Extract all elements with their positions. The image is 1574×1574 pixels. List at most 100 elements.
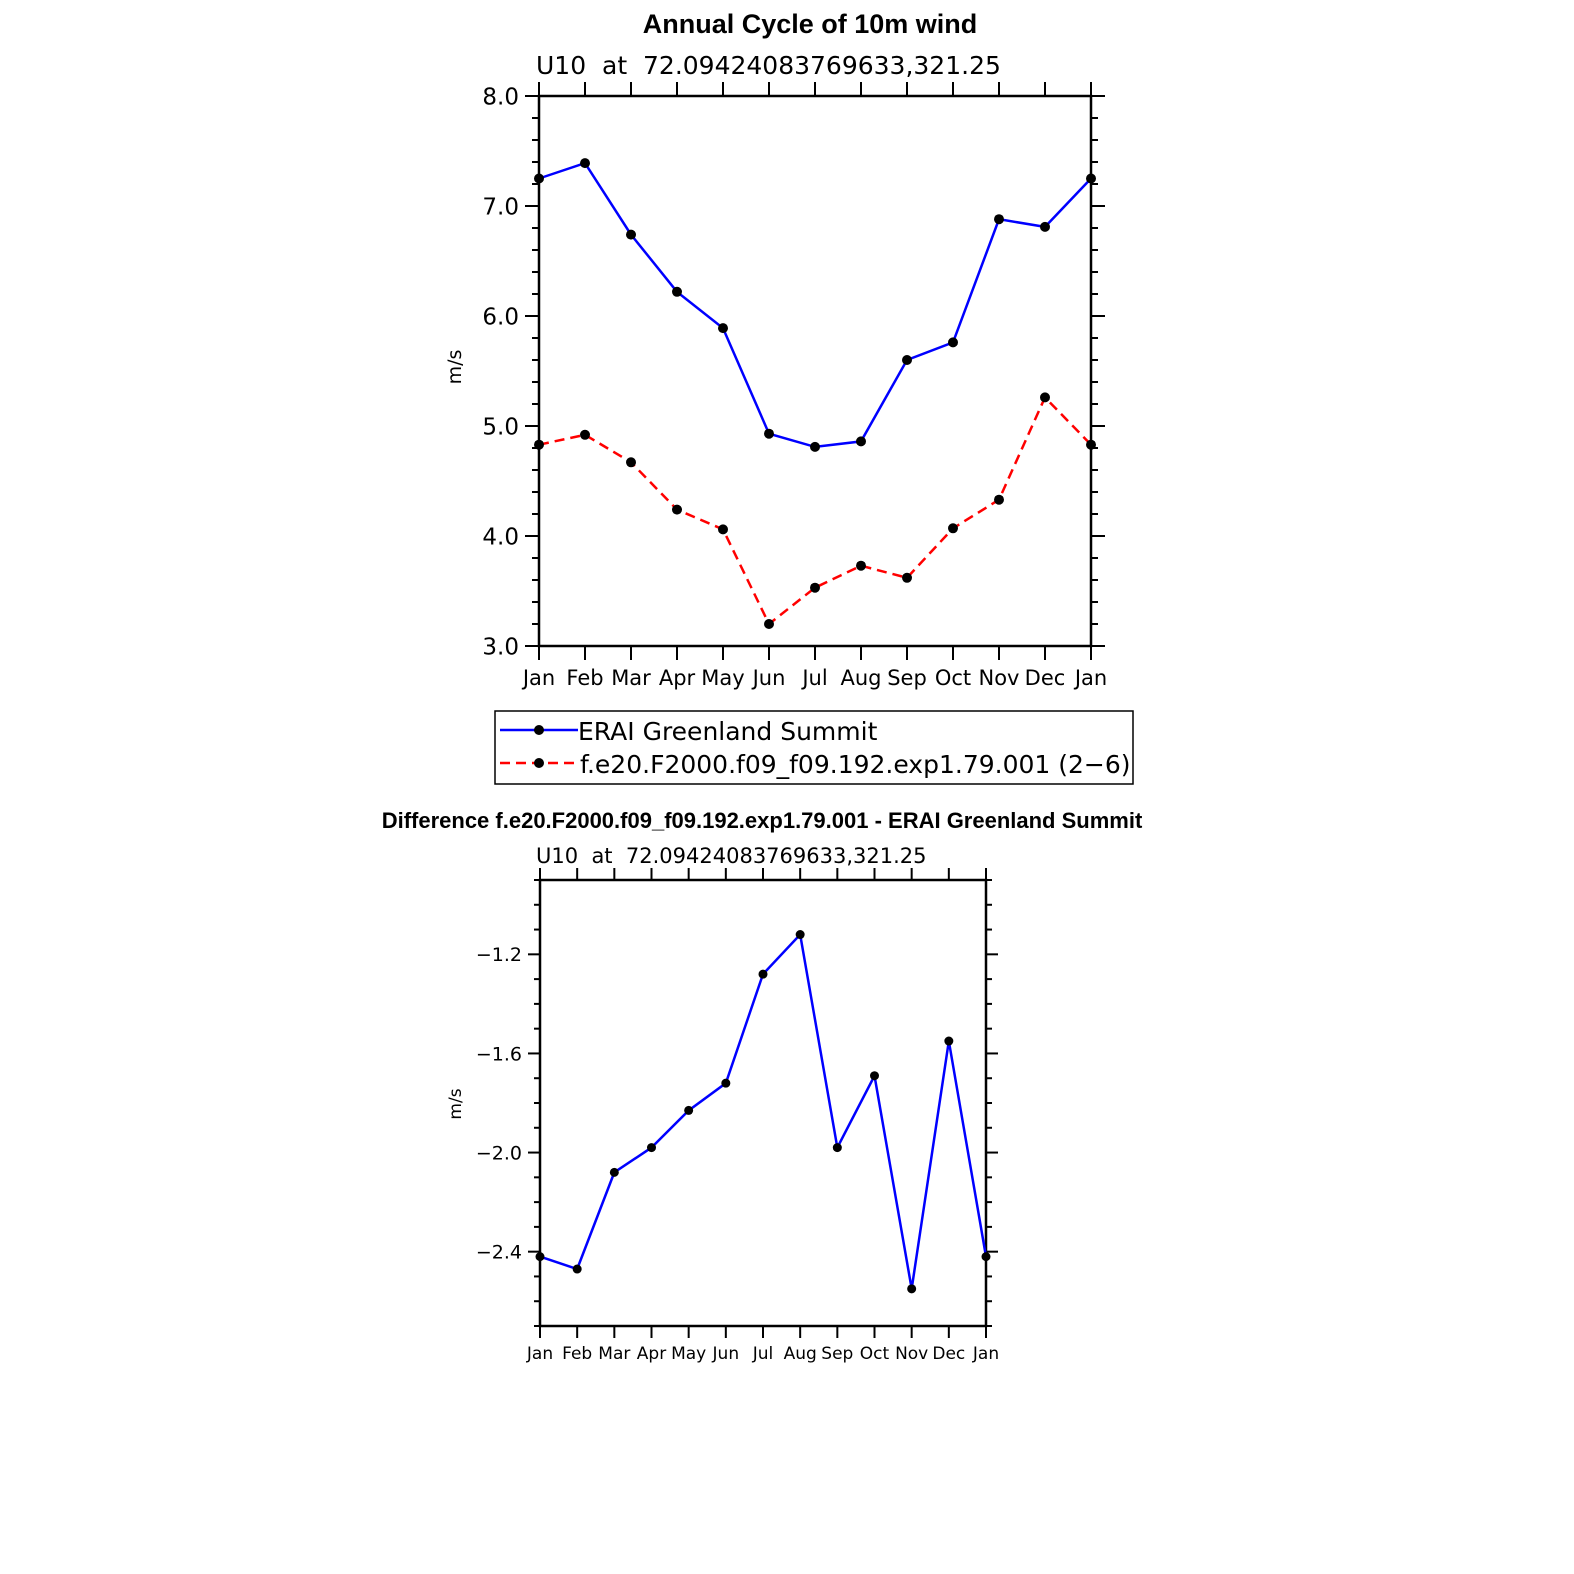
c2-x-tick-label: Jun <box>712 1344 740 1364</box>
legend-box <box>494 710 1134 785</box>
c2-y-tick-label: −1.6 <box>476 1043 522 1065</box>
c2-x-tick-label: Jul <box>752 1344 774 1364</box>
c2-y-tick-label: −2.4 <box>476 1242 522 1264</box>
legend-label-erai: ERAI Greenland Summit <box>578 717 878 746</box>
chart1-y-tick-labels: 3.0 4.0 5.0 6.0 7.0 8.0 <box>482 84 519 660</box>
c2-series-0-point <box>981 1252 991 1262</box>
c1-series-1-point <box>856 560 866 571</box>
chart2-plot-area <box>538 878 988 1328</box>
c2-series-0-point <box>684 1105 694 1115</box>
chart2-series <box>535 930 991 1294</box>
c2-series-0-line <box>539 931 988 1290</box>
c2-series-0-point <box>721 1078 731 1088</box>
c1-x-tick-label: Mar <box>611 666 651 690</box>
c2-series-0-point <box>647 1143 656 1153</box>
c1-series-1-point <box>948 523 958 534</box>
c2-x-tick-label: Dec <box>932 1344 965 1364</box>
c2-x-tick-label: Apr <box>637 1344 666 1364</box>
c1-x-tick-label: Feb <box>566 666 603 690</box>
c1-series-1-point <box>1040 392 1050 403</box>
c2-series-0-point <box>758 969 768 979</box>
c1-series-0-point <box>1086 173 1096 184</box>
c1-y-tick-label: 4.0 <box>482 524 519 550</box>
chart2-ticks <box>528 868 998 1338</box>
c1-series-1-point <box>534 439 544 450</box>
c1-y-tick-label: 6.0 <box>482 304 519 330</box>
chart2-y-axis-label: m/s <box>446 1088 466 1119</box>
c1-series-0-point <box>810 441 820 452</box>
chart1-y-axis-label: m/s <box>444 350 466 385</box>
legend-marker-erai <box>534 725 544 735</box>
chart2-x-tick-labels: Jan Feb Mar Apr May Jun Jul Aug Sep Oct Nov Dec Jan <box>526 1344 999 1364</box>
c1-series-1-point <box>902 572 912 583</box>
c1-x-tick-label: Aug <box>840 666 881 690</box>
c1-x-tick-label: Jun <box>751 666 786 690</box>
c2-x-tick-label: Oct <box>860 1344 890 1364</box>
c1-x-tick-label: Jan <box>1073 666 1107 690</box>
c2-series-0-point <box>907 1284 917 1294</box>
c2-x-tick-label: Sep <box>821 1344 853 1364</box>
c1-y-tick-label: 7.0 <box>482 194 519 220</box>
annual-cycle-chart: Annual Cycle of 10m wind U10 at 72.09424… <box>444 9 1134 785</box>
c2-series-0-point <box>572 1264 582 1274</box>
chart2-y-tick-labels: −2.4 −2.0 −1.6 −1.2 <box>476 944 522 1263</box>
chart2-subtitle: U10 at 72.09424083769633,321.25 <box>536 844 927 868</box>
chart1-legend: ERAI Greenland Summit f.e20.F2000.f09_f0… <box>494 710 1134 785</box>
c1-series-0-line <box>538 161 1092 449</box>
c2-x-tick-label: Aug <box>784 1344 817 1364</box>
chart2-title: Difference f.e20.F2000.f09_f09.192.exp1.… <box>382 808 1143 833</box>
chart1-title: Annual Cycle of 10m wind <box>643 9 978 39</box>
c1-y-tick-label: 8.0 <box>482 84 519 110</box>
c2-series-0-point <box>944 1036 954 1046</box>
c2-series-0-point <box>832 1143 842 1153</box>
c1-series-0-point <box>764 428 774 439</box>
chart1-plot-area <box>537 94 1093 648</box>
chart1-x-tick-labels: Jan Feb Mar Apr May Jun Jul Aug Sep Oct Nov Dec Jan <box>521 666 1107 690</box>
difference-chart: Difference f.e20.F2000.f09_f09.192.exp1.… <box>382 808 1143 1364</box>
c1-series-1-point <box>580 429 590 440</box>
c1-x-tick-label: Apr <box>659 666 696 690</box>
c1-series-0-point <box>994 214 1004 225</box>
c1-series-0-point <box>534 173 544 184</box>
legend-marker-model <box>534 758 544 768</box>
c1-y-tick-label: 5.0 <box>482 414 519 440</box>
c1-series-1-point <box>1086 439 1096 450</box>
c2-y-tick-label: −2.0 <box>476 1142 522 1164</box>
c1-x-tick-label: Dec <box>1025 666 1066 690</box>
c2-x-tick-label: Mar <box>598 1344 630 1364</box>
c2-series-0-point <box>609 1167 619 1177</box>
c1-x-tick-label: Oct <box>935 666 971 690</box>
c2-x-tick-label: Jan <box>972 1344 999 1364</box>
chart1-ticks <box>525 82 1105 660</box>
c1-series-1-point <box>718 524 728 535</box>
c1-series-1-point <box>764 619 774 629</box>
c1-series-0-point <box>718 323 728 334</box>
c1-y-tick-label: 3.0 <box>482 634 519 660</box>
c2-x-tick-label: Nov <box>895 1344 928 1364</box>
c1-x-tick-label: Jul <box>800 666 827 690</box>
c2-x-tick-label: May <box>671 1344 706 1364</box>
chart1-series <box>534 158 1096 629</box>
c1-series-0-point <box>580 158 590 169</box>
c2-series-0-point <box>795 930 805 940</box>
c2-series-0-point <box>535 1252 545 1262</box>
c1-x-tick-label: May <box>701 666 744 690</box>
c1-series-0-point <box>672 286 682 297</box>
c1-series-1-point <box>626 457 636 468</box>
c1-series-0-point <box>626 229 636 240</box>
c1-series-0-point <box>902 355 912 365</box>
c2-plot-frame <box>538 878 988 1328</box>
c1-x-tick-label: Nov <box>979 666 1020 690</box>
legend-label-model: f.e20.F2000.f09_f09.192.exp1.79.001 (2−6… <box>580 750 1131 779</box>
chart1-subtitle: U10 at 72.09424083769633,321.25 <box>536 51 1001 80</box>
c1-series-0-point <box>948 337 958 348</box>
c2-y-tick-label: −1.2 <box>476 944 522 966</box>
c1-series-0-point <box>1040 221 1050 232</box>
c2-x-tick-label: Feb <box>562 1344 592 1364</box>
c1-series-1-point <box>672 504 682 515</box>
c1-series-1-point <box>994 494 1004 505</box>
c1-x-tick-label: Jan <box>521 666 555 690</box>
c1-plot-frame <box>537 94 1093 648</box>
c1-series-0-point <box>856 436 866 447</box>
